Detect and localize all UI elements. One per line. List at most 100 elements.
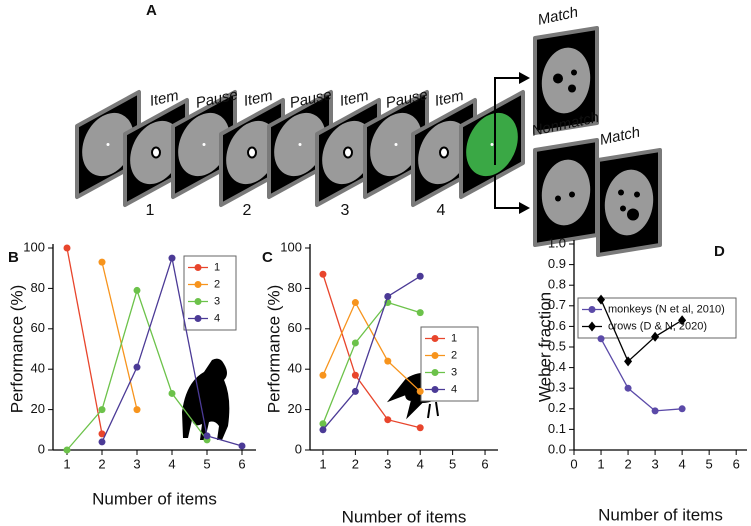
legend-marker [588, 306, 596, 313]
series-line [322, 301, 421, 424]
y-tick-label: 0.2 [548, 400, 566, 415]
data-point [319, 371, 327, 379]
data-point [203, 432, 211, 440]
panel-label: D [714, 243, 725, 260]
legend-label: crows (D & N, 2020) [608, 320, 707, 332]
y-tick-label: 60 [288, 320, 302, 335]
series-line [322, 301, 421, 392]
data-point [416, 309, 424, 317]
legend-marker [431, 369, 439, 376]
data-point [351, 387, 359, 395]
y-tick-label: 80 [288, 280, 302, 295]
item-dot [343, 146, 353, 159]
x-tick-label: 3 [133, 456, 140, 471]
legend-label: 3 [214, 295, 220, 307]
series-line [66, 247, 103, 434]
data-point [98, 406, 106, 414]
legend-box [183, 255, 237, 331]
legend-marker [194, 281, 202, 288]
monkey-silhouette [182, 358, 230, 440]
item-dot [555, 195, 561, 202]
branch-arrows [494, 77, 522, 209]
data-point [63, 244, 71, 252]
x-tick-label: 6 [238, 456, 245, 471]
item-dot [569, 191, 575, 198]
legend-label: 2 [451, 349, 457, 361]
fixation-dot [298, 143, 302, 146]
task-diagram [75, 26, 662, 257]
fixation-dot [106, 143, 110, 146]
item-number: 1 [146, 202, 155, 219]
x-axis-label: Number of items [342, 507, 467, 526]
step-label: Item [433, 87, 465, 110]
y-tick-label: 0.3 [548, 380, 566, 395]
item-dot [553, 73, 563, 84]
legend-box [420, 326, 479, 402]
data-point [416, 387, 424, 395]
legend-label: 2 [214, 278, 220, 290]
y-tick-label: 0.7 [548, 297, 566, 312]
y-tick-label: 0.6 [548, 318, 566, 333]
data-point [133, 363, 141, 371]
legend-label: 3 [451, 366, 457, 378]
x-tick-label: 4 [679, 456, 686, 471]
data-point [168, 254, 176, 262]
legend-label: 4 [214, 312, 220, 324]
data-point [624, 384, 632, 392]
y-tick-label: 1.0 [548, 235, 566, 250]
data-point [319, 270, 327, 278]
y-tick-label: 0.1 [548, 421, 566, 436]
data-point [651, 407, 659, 415]
legend-marker [194, 298, 202, 305]
y-tick-label: 0.5 [548, 338, 566, 353]
data-point [63, 446, 71, 454]
x-tick-label: 1 [319, 456, 326, 471]
x-tick-label: 2 [624, 456, 631, 471]
data-point [624, 356, 633, 367]
y-tick-label: 20 [288, 401, 302, 416]
y-tick-label: 20 [31, 401, 45, 416]
x-tick-label: 5 [449, 456, 456, 471]
data-point [238, 442, 246, 450]
y-axis-label: Performance (%) [264, 285, 283, 413]
series-line [600, 299, 683, 363]
y-tick-label: 0.0 [548, 441, 566, 456]
data-point [384, 416, 392, 424]
data-point [351, 299, 359, 307]
legend-label: 1 [451, 332, 457, 344]
data-point [597, 335, 605, 343]
item-dot [620, 205, 626, 212]
item-dot [247, 146, 257, 159]
y-tick-label: 0.9 [548, 256, 566, 271]
x-tick-label: 4 [417, 456, 424, 471]
item-number: 4 [437, 202, 446, 219]
item-dot [568, 84, 576, 93]
stimulus-disc [604, 169, 654, 236]
legend-marker [431, 386, 439, 393]
legend-marker [194, 264, 202, 271]
data-point [133, 286, 141, 294]
legend-marker [431, 352, 439, 359]
step-label: Item [338, 87, 370, 110]
item-dot [571, 69, 577, 76]
data-point [351, 371, 359, 379]
y-tick-label: 40 [288, 361, 302, 376]
x-tick-label: 1 [597, 456, 604, 471]
item-number: 3 [341, 202, 350, 219]
x-axis-label: Number of items [92, 489, 217, 508]
x-tick-label: 5 [203, 456, 210, 471]
item-dot [634, 191, 640, 198]
data-point [597, 294, 606, 305]
series-line [600, 338, 683, 412]
fixation-dot [490, 143, 494, 146]
y-tick-label: 0 [38, 441, 45, 456]
legend-marker [588, 321, 596, 332]
data-point [678, 405, 686, 413]
y-tick-label: 40 [31, 361, 45, 376]
data-point [98, 438, 106, 446]
data-point [319, 420, 327, 428]
data-point [98, 258, 106, 266]
fixation-dot [394, 143, 398, 146]
stimulus-disc [541, 47, 591, 114]
x-tick-label: 6 [481, 456, 488, 471]
